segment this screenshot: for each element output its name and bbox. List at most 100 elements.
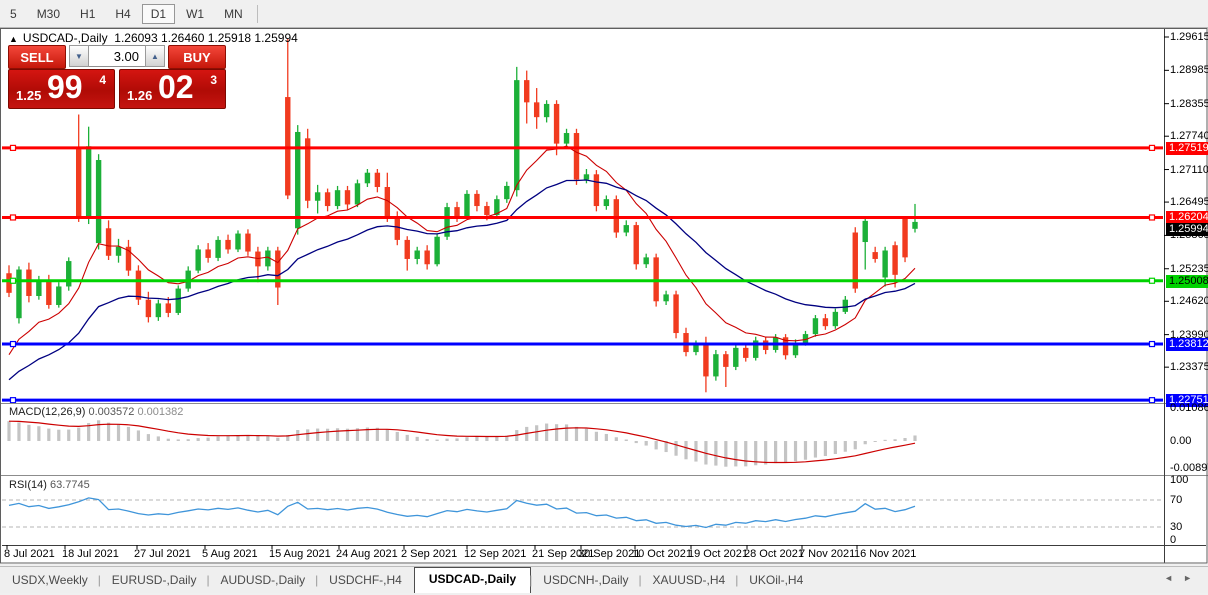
line-handle[interactable] xyxy=(1148,277,1156,284)
candle xyxy=(703,344,709,377)
line-handle[interactable] xyxy=(1148,214,1156,221)
candle xyxy=(285,97,291,196)
sell-price-prefix: 1.25 xyxy=(16,88,42,103)
rsi-axis-label: 0 xyxy=(1170,534,1177,546)
candle xyxy=(95,160,102,244)
candle xyxy=(434,236,440,265)
date-tick-label: 24 Aug 2021 xyxy=(336,548,398,560)
candle xyxy=(623,225,629,233)
line-handle[interactable] xyxy=(1148,340,1156,348)
date-tick-label: 5 Aug 2021 xyxy=(202,548,258,560)
candle xyxy=(165,303,171,313)
timeframe-button-H4[interactable]: H4 xyxy=(115,6,131,21)
chart-tab-usdx-weekly[interactable]: USDX,Weekly xyxy=(12,573,88,587)
chart-tab-eurusd-daily[interactable]: EURUSD-,Daily xyxy=(98,569,209,593)
candle xyxy=(364,172,371,184)
date-tick-label: 19 Oct 2021 xyxy=(688,548,748,560)
chart-tab-ukoil-h4[interactable]: UKOil-,H4 xyxy=(735,569,815,593)
buy-quote[interactable]: 1.26 02 3 xyxy=(119,69,226,109)
candle xyxy=(713,354,719,377)
tab-scroll-buttons: ◄► xyxy=(1164,573,1202,583)
candle xyxy=(205,249,211,258)
candle xyxy=(374,172,381,187)
tab-scroll-right-icon[interactable]: ► xyxy=(1183,573,1202,583)
date-tick-label: 21 Sep 2021 xyxy=(532,548,595,560)
candle xyxy=(514,80,520,191)
candle xyxy=(663,294,669,302)
chart-title: ▲ USDCAD-,Daily 1.26093 1.26460 1.25918 1… xyxy=(9,31,298,45)
timeframe-button-5[interactable]: 5 xyxy=(10,6,17,21)
candle xyxy=(533,102,540,118)
macd-signal-value: 0.001382 xyxy=(137,406,184,418)
line-handle[interactable] xyxy=(9,340,17,348)
collapse-panel-icon[interactable]: ▲ xyxy=(9,34,18,44)
date-tick-label: 30 Sep 2021 xyxy=(578,548,641,560)
candle xyxy=(852,232,858,289)
candle xyxy=(125,246,132,271)
chart-tab-usdcnh-daily[interactable]: USDCNH-,Daily xyxy=(529,569,640,593)
timeframe-button-M30[interactable]: M30 xyxy=(36,6,61,21)
chart-tab-usdcad-daily[interactable]: USDCAD-,Daily xyxy=(413,567,532,593)
candle xyxy=(494,199,500,216)
timeframe-button-MN[interactable]: MN xyxy=(224,6,243,21)
chart-tab-usdchf-h4[interactable]: USDCHF-,H4 xyxy=(315,569,414,593)
timeframe-button-W1[interactable]: W1 xyxy=(186,6,205,21)
macd-main-value: 0.003572 xyxy=(88,406,135,418)
sell-button[interactable]: SELL xyxy=(8,45,66,69)
line-handle[interactable] xyxy=(9,397,17,404)
tab-scroll-left-icon[interactable]: ◄ xyxy=(1164,573,1184,583)
date-tick-label: 18 Jul 2021 xyxy=(62,548,119,560)
candle xyxy=(872,252,878,259)
candle xyxy=(693,344,699,353)
candle xyxy=(334,190,341,207)
candle xyxy=(6,273,12,293)
date-tick-label: 15 Aug 2021 xyxy=(269,548,331,560)
candle xyxy=(85,146,92,217)
candle xyxy=(613,199,620,233)
chart-tab-audusd-daily[interactable]: AUDUSD-,Daily xyxy=(206,569,317,593)
candle xyxy=(75,147,82,218)
candle xyxy=(832,311,839,327)
candle xyxy=(235,233,241,250)
chart-tab-xauusd-h4[interactable]: XAUUSD-,H4 xyxy=(639,569,738,593)
sell-price-pip: 4 xyxy=(99,73,106,87)
candle xyxy=(902,218,908,258)
chart-tab-bar: USDX,WeeklyEURUSD-,DailyAUDUSD-,DailyUSD… xyxy=(0,566,1208,593)
candle xyxy=(46,281,52,305)
line-handle[interactable] xyxy=(9,144,17,151)
candle xyxy=(245,233,251,252)
candle xyxy=(215,239,221,258)
price-tick-label: 1.25235 xyxy=(1170,262,1208,275)
line-handle[interactable] xyxy=(1148,397,1156,404)
volume-input[interactable]: 3.00 xyxy=(89,45,145,67)
timeframe-button-D1[interactable]: D1 xyxy=(141,3,176,24)
candle xyxy=(643,257,649,265)
price-tick-label: 1.29615 xyxy=(1170,31,1208,43)
chart-area[interactable]: ▲ USDCAD-,Daily 1.26093 1.26460 1.25918 1… xyxy=(0,28,1208,564)
candle xyxy=(155,303,162,318)
price-tick-label: 1.28355 xyxy=(1170,97,1208,110)
candle xyxy=(384,186,391,217)
rsi-indicator-label: RSI(14) 63.7745 xyxy=(9,479,90,491)
timeframe-button-H1[interactable]: H1 xyxy=(80,6,96,21)
volume-increase-icon[interactable]: ▲ xyxy=(145,45,165,67)
line-handle[interactable] xyxy=(1148,144,1156,151)
buy-button[interactable]: BUY xyxy=(168,45,226,69)
candle xyxy=(324,192,331,207)
volume-decrease-icon[interactable]: ▼ xyxy=(69,45,89,67)
price-tick-label: 1.28985 xyxy=(1170,64,1208,77)
candle xyxy=(882,250,888,278)
price-tick-label: 1.23990 xyxy=(1170,328,1208,341)
chart-ohlc-values: 1.26093 1.26460 1.25918 1.25994 xyxy=(114,31,298,45)
macd-axis-label: 0.00 xyxy=(1170,435,1192,447)
candle xyxy=(563,133,570,144)
candle xyxy=(16,269,22,319)
sell-quote[interactable]: 1.25 99 4 xyxy=(8,69,115,109)
line-handle[interactable] xyxy=(9,214,17,221)
line-handle[interactable] xyxy=(9,277,17,284)
date-tick-label: 27 Jul 2021 xyxy=(134,548,191,560)
level-price-badge: 1.25008 xyxy=(1166,274,1208,288)
candle xyxy=(175,288,181,313)
candle xyxy=(553,103,560,144)
level-price-badge: 1.22751 xyxy=(1166,394,1208,408)
